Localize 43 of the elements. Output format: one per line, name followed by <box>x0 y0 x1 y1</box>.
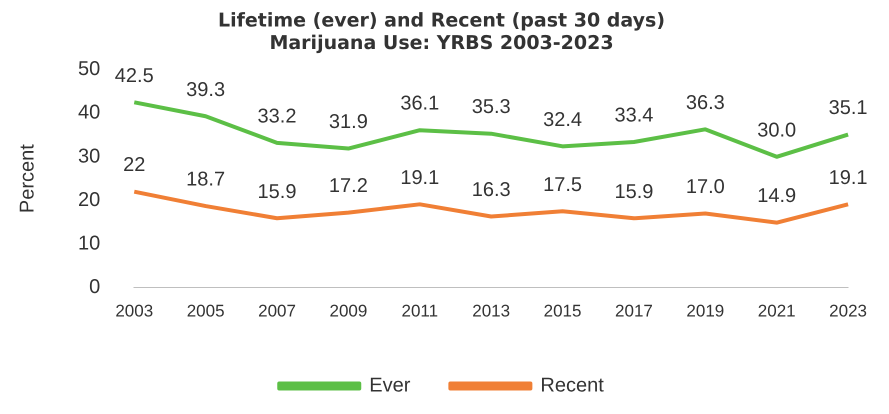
x-tick-label: 2021 <box>758 301 796 320</box>
y-tick-label: 0 <box>89 276 100 298</box>
data-label: 17.2 <box>328 175 368 198</box>
data-label: 30.0 <box>757 119 796 142</box>
y-tick-label: 30 <box>78 145 100 168</box>
legend-label: Recent <box>540 374 604 397</box>
x-tick-label: 2019 <box>686 301 724 320</box>
data-label: 42.5 <box>114 64 154 87</box>
chart-title: Lifetime (ever) and Recent (past 30 days) Marijuana Use: YRBS 2003-2023 <box>218 9 666 54</box>
x-tick-label: 2011 <box>402 301 438 320</box>
data-label: 15.9 <box>258 180 296 203</box>
data-label: 33.2 <box>258 105 296 128</box>
y-tick-label: 40 <box>78 102 100 124</box>
data-label: 33.4 <box>614 104 654 126</box>
data-label: 35.1 <box>828 97 868 120</box>
data-label: 22 <box>123 154 146 176</box>
data-label: 19.1 <box>828 166 868 189</box>
x-tick-label: 2007 <box>258 301 296 320</box>
data-label: 35.3 <box>472 96 511 118</box>
y-tick-label: 50 <box>78 58 100 80</box>
data-label: 36.1 <box>400 92 440 115</box>
x-tick-label: 2003 <box>115 301 154 320</box>
data-label: 16.3 <box>472 179 511 202</box>
y-tick-label: 20 <box>78 188 100 211</box>
x-tick-label: 2015 <box>544 301 582 320</box>
x-tick-label: 2009 <box>329 301 368 320</box>
data-label: 17.0 <box>686 176 725 198</box>
data-label: 14.9 <box>757 185 796 208</box>
x-tick-label: 2013 <box>472 301 510 320</box>
data-label: 31.9 <box>328 111 368 134</box>
x-tick-label: 2023 <box>829 301 868 320</box>
data-label: 15.9 <box>614 180 654 203</box>
y-tick-label: 10 <box>78 232 100 255</box>
x-tick-label: 2017 <box>615 301 653 320</box>
data-label: 19.1 <box>400 166 440 189</box>
data-label: 36.3 <box>686 92 725 114</box>
y-axis-title: Percent <box>16 144 39 214</box>
data-label: 32.4 <box>543 108 582 131</box>
data-label: 17.5 <box>543 174 582 196</box>
data-label: 39.3 <box>186 78 226 101</box>
data-label: 18.7 <box>186 168 226 191</box>
legend-label: Ever <box>369 374 411 397</box>
x-tick-label: 2005 <box>186 301 225 320</box>
